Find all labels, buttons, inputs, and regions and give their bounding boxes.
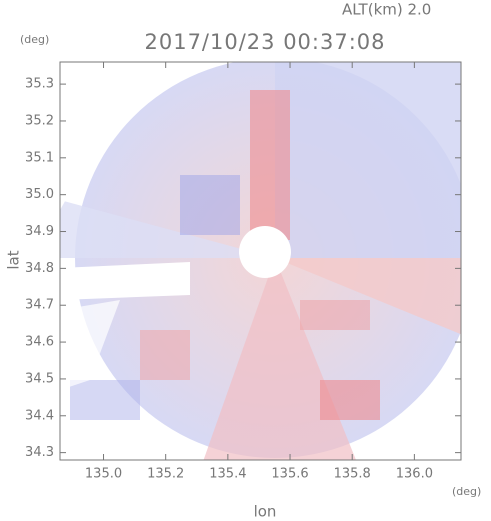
y-tick-label: 34.3	[25, 445, 54, 460]
y-tick-label: 34.5	[25, 371, 54, 386]
x-tick-label: 135.6	[271, 467, 308, 482]
y-tick-label: 34.4	[25, 408, 54, 423]
y-unit: (deg)	[20, 33, 49, 46]
plot-frame	[59, 61, 462, 461]
y-tick-label: 34.6	[25, 335, 54, 350]
x-tick-label: 135.0	[85, 467, 122, 482]
x-tick-label: 136.0	[396, 467, 433, 482]
x-tick-label: 135.8	[334, 467, 371, 482]
y-axis-label: lat	[5, 250, 23, 269]
x-axis-label: lon	[254, 503, 277, 521]
radar-field	[60, 62, 461, 460]
subtitle: ALT(km) 2.0	[342, 1, 431, 19]
x-unit: (deg)	[452, 485, 481, 498]
x-tick-label: 135.2	[147, 467, 184, 482]
y-tick-label: 35.3	[25, 77, 54, 92]
y-tick-label: 35.1	[25, 150, 54, 165]
chart-title: 2017/10/23 00:37:08	[144, 30, 385, 54]
y-tick-label: 35.2	[25, 113, 54, 128]
y-tick-label: 34.9	[25, 224, 54, 239]
y-tick-label: 34.8	[25, 261, 54, 276]
x-tick-label: 135.4	[209, 467, 246, 482]
y-tick-label: 35.0	[25, 187, 54, 202]
y-tick-label: 34.7	[25, 298, 54, 313]
